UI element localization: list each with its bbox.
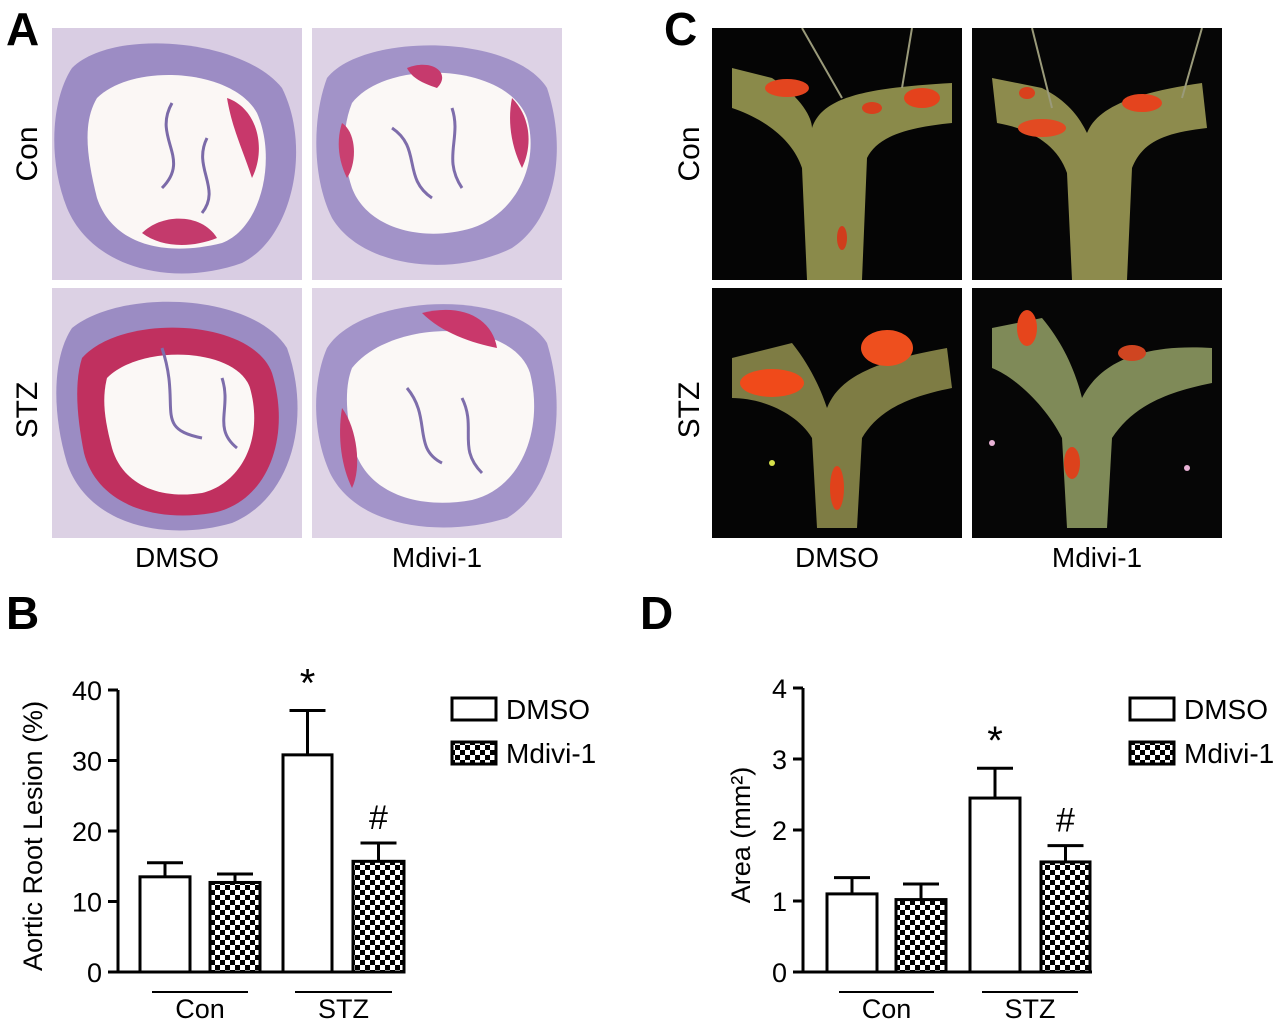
chart-d: 0 1 2 3 4 Area (mm²) * # Con STZ DMSO Mdivi-1 bbox=[726, 674, 1274, 1022]
x-group-label: Con bbox=[862, 994, 912, 1022]
legend-swatch bbox=[450, 696, 498, 722]
panel-c-row-label-con: Con bbox=[673, 126, 706, 182]
legend-label: DMSO bbox=[506, 694, 590, 725]
panel-a-row-label-con: Con bbox=[11, 126, 44, 182]
photo-c-stz-mdivi bbox=[972, 288, 1222, 538]
panel-a-column-label-mdivi: Mdivi-1 bbox=[391, 542, 483, 573]
bar-con-dmso bbox=[138, 875, 192, 974]
photo-c-stz-dmso bbox=[712, 288, 962, 538]
significance-mark: # bbox=[369, 799, 388, 837]
photo-c-con-dmso bbox=[712, 28, 962, 280]
legend-swatch bbox=[1128, 696, 1176, 722]
legend-label: Mdivi-1 bbox=[1184, 738, 1274, 769]
panel-letter-b: B bbox=[6, 587, 40, 639]
micrograph-a-con-mdivi bbox=[312, 28, 562, 280]
micrograph-a-con-dmso bbox=[52, 28, 302, 280]
panel-letter-d: D bbox=[640, 587, 674, 639]
panel-c-column-label-mdivi: Mdivi-1 bbox=[1051, 542, 1143, 573]
y-tick-label: 30 bbox=[72, 747, 102, 777]
bar-stz-dmso bbox=[968, 796, 1022, 974]
x-group-label: STZ bbox=[318, 994, 369, 1022]
y-tick-label: 0 bbox=[87, 958, 102, 988]
y-tick-label: 1 bbox=[772, 887, 787, 917]
micrograph-a-stz-dmso bbox=[52, 288, 302, 538]
y-tick-label: 20 bbox=[72, 817, 102, 847]
y-tick-label: 10 bbox=[72, 888, 102, 918]
panel-c-column-label-dmso: DMSO bbox=[795, 542, 879, 573]
legend-label: DMSO bbox=[1184, 694, 1268, 725]
x-group-label: Con bbox=[175, 994, 225, 1022]
significance-mark: * bbox=[300, 661, 316, 705]
photo-c-con-mdivi bbox=[972, 28, 1222, 280]
x-group-label: STZ bbox=[1005, 994, 1056, 1022]
bar-con-mdivi1 bbox=[894, 898, 948, 974]
bar-con-dmso bbox=[825, 892, 879, 974]
chart-b: 0 10 20 30 40 Aortic Root Lesion (%) * # Con STZ D… bbox=[18, 661, 596, 1022]
legend-label: Mdivi-1 bbox=[506, 738, 596, 769]
y-tick-label: 2 bbox=[772, 816, 787, 846]
y-tick-label: 3 bbox=[772, 745, 787, 775]
bar-con-mdivi1 bbox=[208, 880, 262, 974]
significance-mark: * bbox=[987, 719, 1003, 763]
legend-swatch bbox=[1128, 740, 1176, 766]
panel-a-column-label-dmso: DMSO bbox=[135, 542, 219, 573]
y-tick-label: 40 bbox=[72, 676, 102, 706]
y-axis-label: Area (mm²) bbox=[726, 767, 756, 904]
y-tick-label: 4 bbox=[772, 674, 787, 704]
bar-stz-mdivi1 bbox=[351, 859, 406, 974]
micrograph-a-stz-mdivi bbox=[312, 288, 562, 538]
panel-a-row-label-stz: STZ bbox=[11, 381, 44, 439]
panel-letter-c: C bbox=[664, 3, 698, 55]
panel-letter-a: A bbox=[6, 3, 40, 55]
bar-stz-dmso bbox=[281, 753, 334, 974]
legend-swatch bbox=[450, 740, 498, 766]
significance-mark: # bbox=[1056, 802, 1075, 840]
y-tick-label: 0 bbox=[772, 958, 787, 988]
y-axis-label: Aortic Root Lesion (%) bbox=[18, 701, 48, 971]
bar-stz-mdivi1 bbox=[1039, 860, 1092, 974]
panel-c-row-label-stz: STZ bbox=[673, 381, 706, 439]
